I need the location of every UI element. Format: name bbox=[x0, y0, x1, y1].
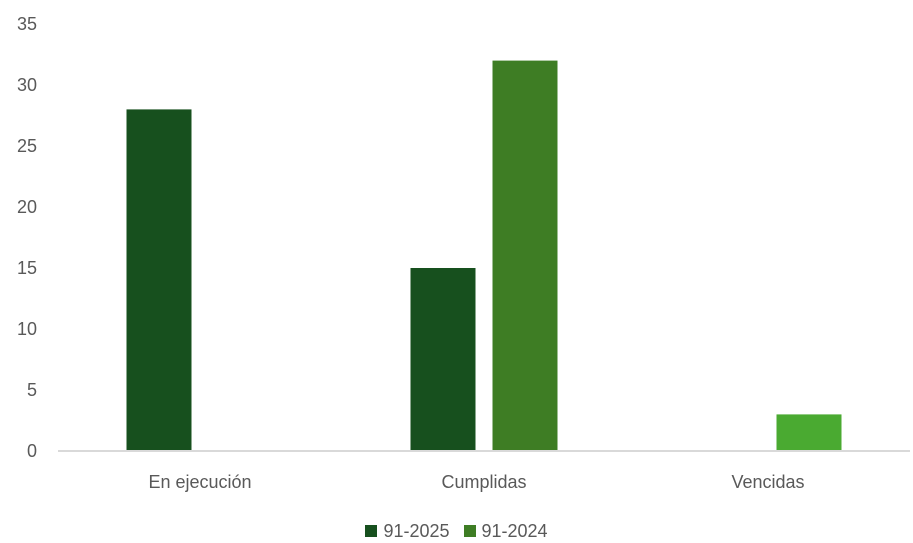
legend-swatch-91-2025 bbox=[365, 525, 378, 537]
y-tick-label-30: 30 bbox=[17, 75, 37, 95]
bar-91-2024-vencidas bbox=[776, 414, 842, 451]
legend-swatch-91-2024 bbox=[463, 525, 476, 537]
y-tick-label-5: 5 bbox=[27, 380, 37, 400]
y-tick-label-10: 10 bbox=[17, 319, 37, 339]
bar-91-2024-cumplidas bbox=[492, 60, 558, 451]
y-tick-label-35: 35 bbox=[17, 14, 37, 34]
legend-label-91-2024: 91-2024 bbox=[481, 520, 548, 541]
x-tick-label-vencidas: Vencidas bbox=[731, 472, 804, 492]
y-tick-label-25: 25 bbox=[17, 136, 37, 156]
y-tick-label-0: 0 bbox=[27, 441, 37, 461]
legend-label-91-2025: 91-2025 bbox=[383, 520, 450, 541]
x-tick-label-en-ejecucion: En ejecución bbox=[148, 472, 251, 492]
x-tick-label-cumplidas: Cumplidas bbox=[441, 472, 526, 492]
y-tick-label-20: 20 bbox=[17, 197, 37, 217]
y-tick-label-15: 15 bbox=[17, 258, 37, 278]
legend-item-91-2024: 91-2024 bbox=[463, 520, 548, 542]
bar-91-2025-en-ejecucion bbox=[126, 109, 192, 452]
bar-91-2025-cumplidas bbox=[410, 268, 476, 451]
legend-item-91-2025: 91-2025 bbox=[365, 520, 450, 542]
legend: 91-2025 91-2024 bbox=[0, 519, 913, 543]
